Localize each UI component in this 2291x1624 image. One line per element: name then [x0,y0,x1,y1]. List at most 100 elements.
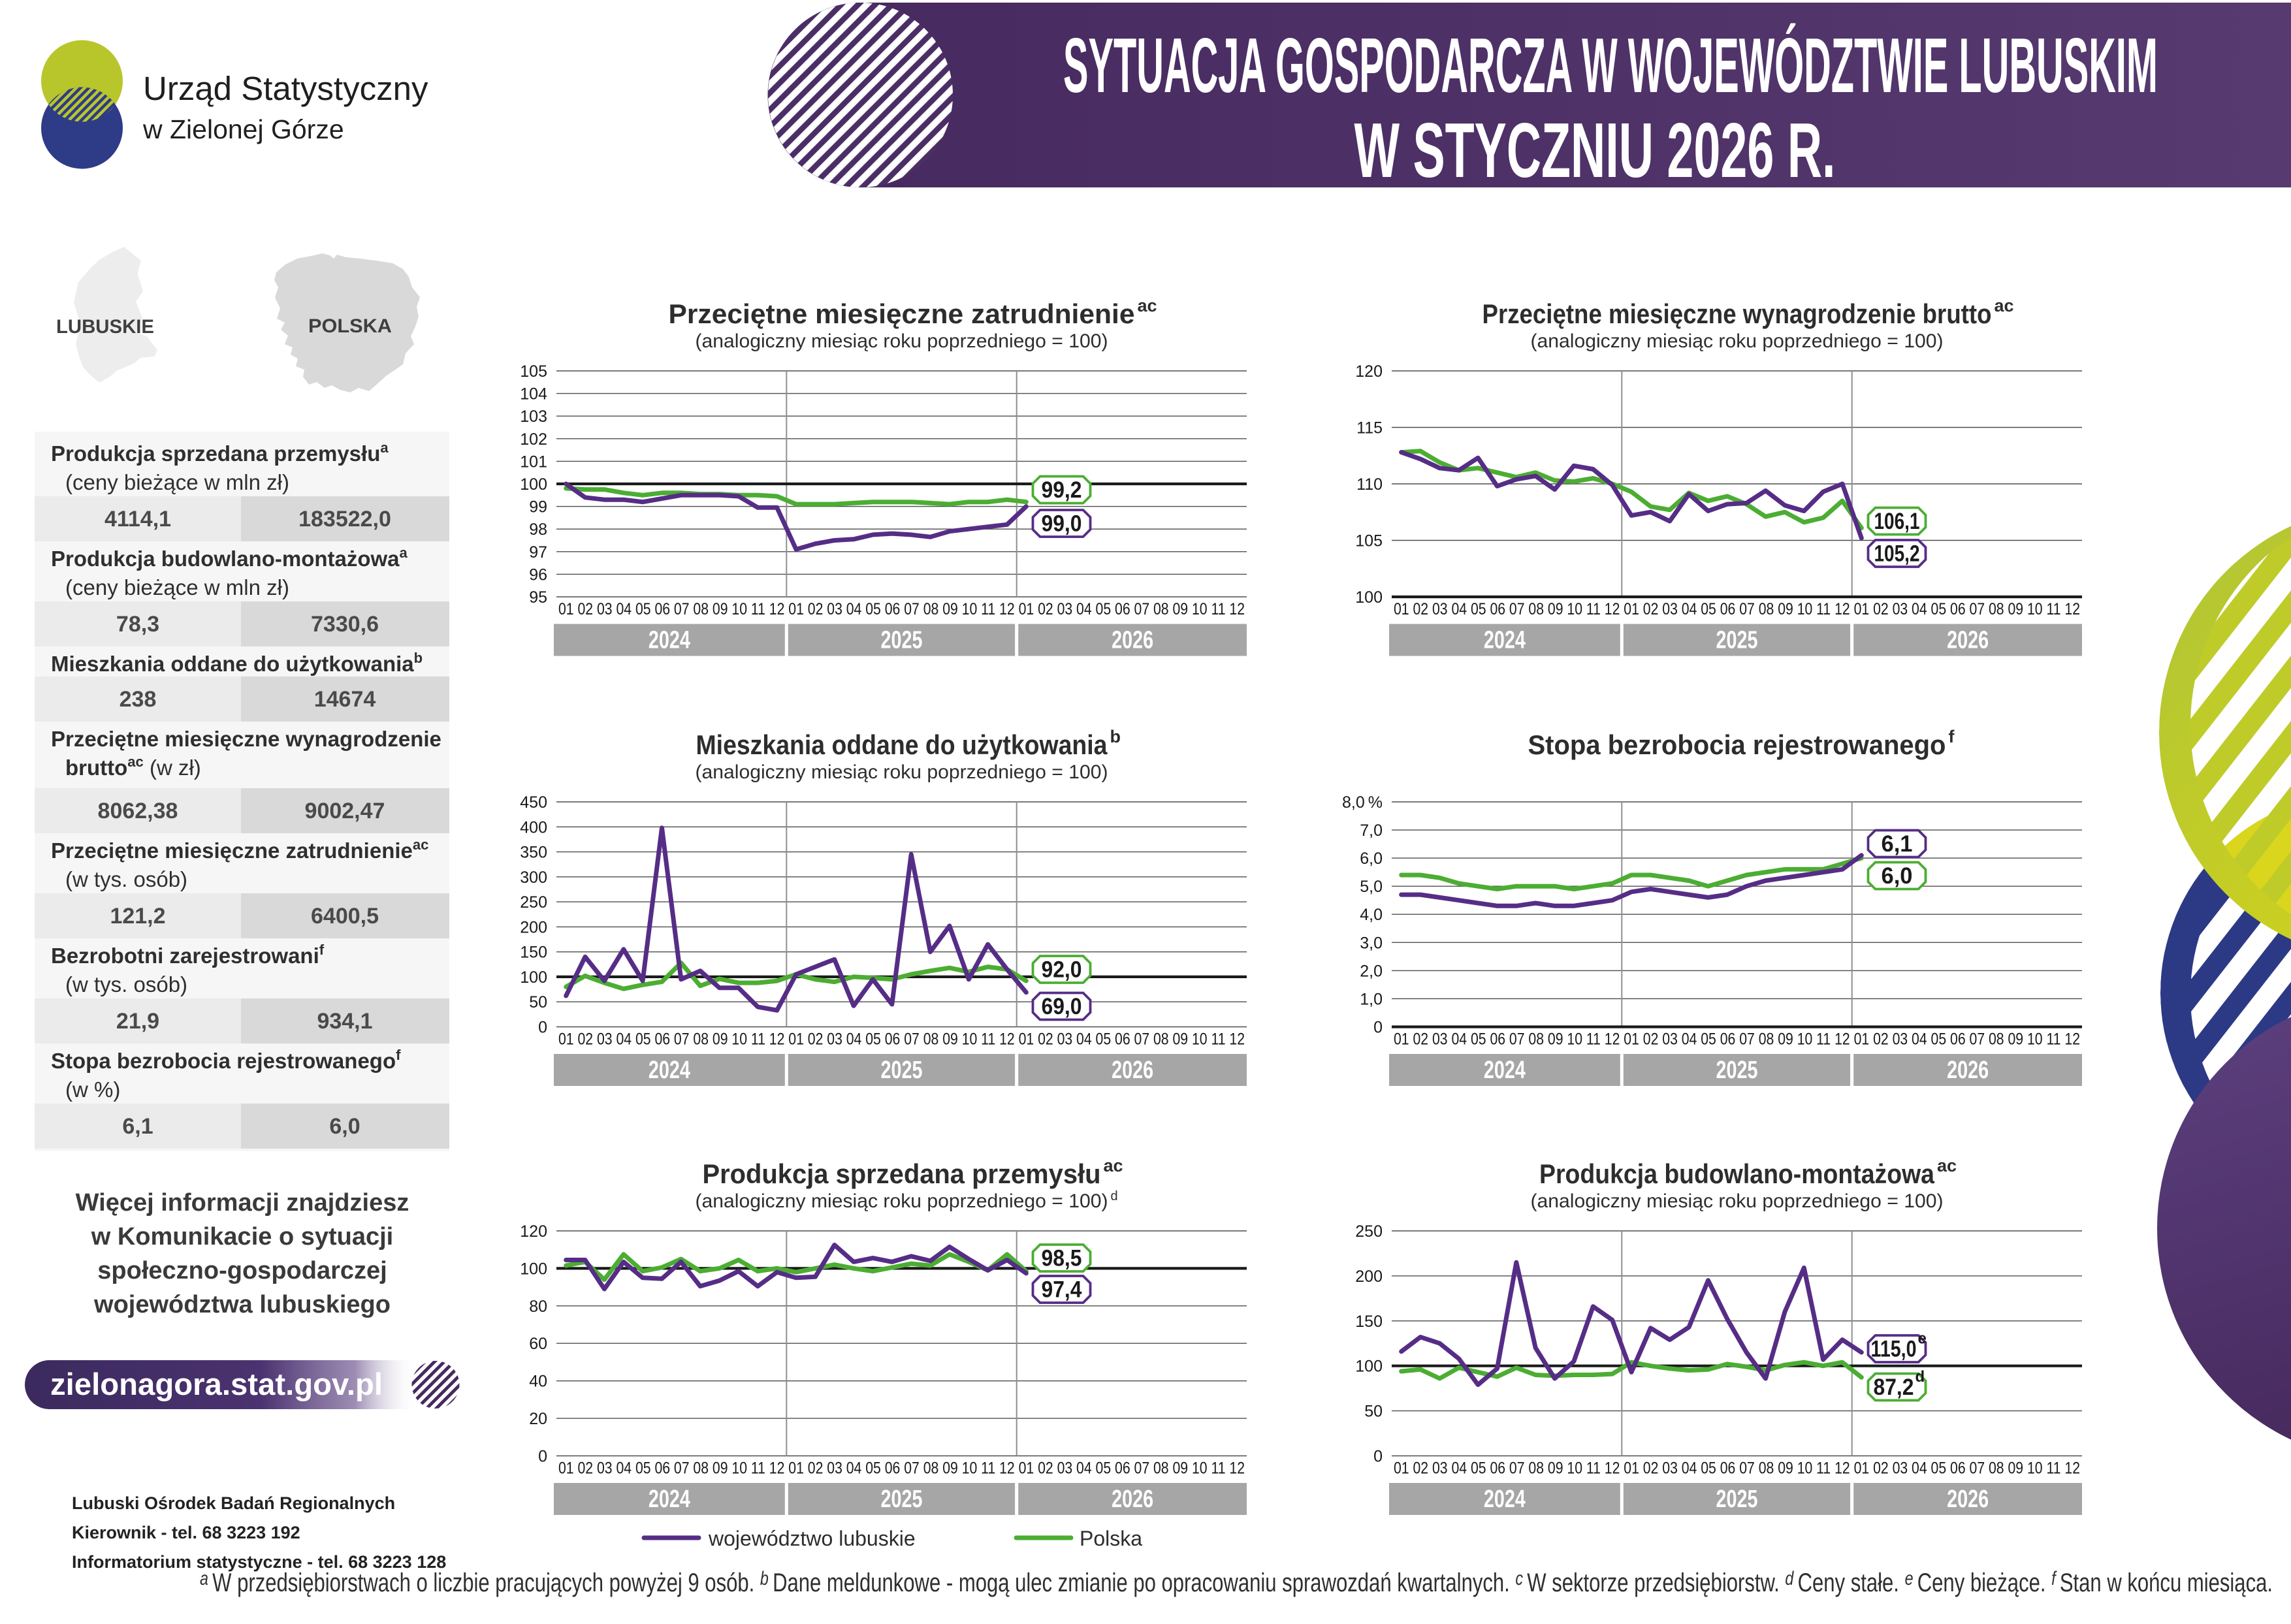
svg-text:Kierownik - tel. 68 3223 192: Kierownik - tel. 68 3223 192 [72,1523,300,1542]
svg-text:Stopa bezrobocia rejestrowaneg: Stopa bezrobocia rejestrowanego [1528,729,1946,760]
svg-text:01 02 03 04 05 06 07 08 09 10: 01 02 03 04 05 06 07 08 09 10 11 12 01 0… [558,1459,1245,1478]
svg-text:103: 103 [520,407,547,426]
svg-text:Przeciętne miesięczne zatrudni: Przeciętne miesięczne zatrudnienie [669,298,1135,329]
svg-text:5,0: 5,0 [1360,878,1383,896]
svg-text:4114,1: 4114,1 [104,507,171,532]
svg-text:Polska: Polska [1080,1527,1142,1550]
svg-text:69,0: 69,0 [1042,994,1082,1019]
svg-text:6,1: 6,1 [122,1114,153,1139]
svg-text:150: 150 [520,944,547,962]
svg-text:e: e [1918,1330,1927,1348]
svg-text:6,0: 6,0 [1360,850,1383,868]
svg-text:2025: 2025 [881,1486,923,1513]
svg-text:60: 60 [529,1335,547,1353]
svg-text:2025: 2025 [1716,1057,1758,1084]
svg-text:100: 100 [1355,588,1383,607]
svg-text:2024: 2024 [649,627,690,654]
svg-text:2026: 2026 [1112,1057,1153,1084]
svg-text:100: 100 [520,968,547,987]
svg-text:Stopa bezrobocia rejestrowaneg: Stopa bezrobocia rejestrowanegof [51,1047,401,1073]
svg-text:Przeciętne miesięczne wynagrod: Przeciętne miesięczne wynagrodzenie [51,727,441,751]
svg-text:ac: ac [1138,296,1157,315]
svg-text:01 02 03 04 05 06 07 08 09 10: 01 02 03 04 05 06 07 08 09 10 11 12 01 0… [1394,1459,2080,1478]
svg-text:Produkcja budowlano-montażowa: Produkcja budowlano-montażowa [1539,1158,1935,1189]
svg-text:50: 50 [529,993,547,1011]
svg-text:2026: 2026 [1112,1486,1153,1513]
svg-text:87,2: 87,2 [1874,1375,1914,1400]
svg-text:4,0: 4,0 [1360,906,1383,924]
svg-text:(analogiczny miesiąc roku popr: (analogiczny miesiąc roku poprzedniego =… [696,330,1108,352]
svg-text:POLSKA: POLSKA [308,315,392,337]
svg-text:7330,6: 7330,6 [311,612,379,637]
svg-text:934,1: 934,1 [317,1009,372,1034]
svg-text:Produkcja sprzedana przemysłu: Produkcja sprzedana przemysłu [703,1158,1101,1189]
svg-text:40: 40 [529,1373,547,1391]
svg-text:0: 0 [1373,1448,1383,1466]
svg-text:2026: 2026 [1947,627,1989,654]
svg-text:105: 105 [520,362,547,381]
svg-text:120: 120 [520,1222,547,1241]
svg-text:W STYCZNIU 2026 R.: W STYCZNIU 2026 R. [1354,107,1836,194]
svg-text:400: 400 [520,818,547,836]
svg-text:101: 101 [520,453,547,471]
svg-text:110: 110 [1356,475,1383,494]
svg-text:(analogiczny miesiąc roku popr: (analogiczny miesiąc roku poprzedniego =… [696,761,1108,783]
svg-text:0: 0 [1373,1019,1383,1037]
svg-text:2024: 2024 [649,1486,690,1513]
svg-text:92,0: 92,0 [1042,957,1082,983]
svg-text:01 02 03 04 05 06 07 08 09 10: 01 02 03 04 05 06 07 08 09 10 11 12 01 0… [1394,1030,2080,1049]
svg-text:ac: ac [1104,1156,1123,1175]
svg-text:ac: ac [1995,296,2014,315]
svg-text:97: 97 [529,543,547,562]
svg-text:b: b [1110,727,1121,746]
svg-text:(analogiczny miesiąc roku popr: (analogiczny miesiąc roku poprzedniego =… [696,1190,1108,1212]
svg-text:80: 80 [529,1298,547,1316]
svg-text:ac: ac [1937,1156,1957,1175]
svg-text:9002,47: 9002,47 [305,799,385,823]
svg-text:183522,0: 183522,0 [298,507,391,532]
svg-text:102: 102 [520,430,547,449]
svg-text:100: 100 [520,475,547,494]
svg-text:97,4: 97,4 [1042,1277,1082,1303]
svg-text:(analogiczny miesiąc roku popr: (analogiczny miesiąc roku poprzedniego =… [1531,330,1944,352]
svg-text:200: 200 [1355,1267,1383,1286]
svg-text:województwa lubuskiego: województwa lubuskiego [93,1291,391,1318]
svg-text:2025: 2025 [1716,1486,1758,1513]
svg-text:105,2: 105,2 [1874,541,1920,567]
svg-text:250: 250 [1355,1222,1383,1241]
svg-text:78,3: 78,3 [116,612,159,637]
svg-text:7,0: 7,0 [1360,821,1383,840]
svg-text:2026: 2026 [1947,1057,1989,1084]
svg-text:2024: 2024 [649,1057,690,1084]
svg-text:8062,38: 8062,38 [98,799,178,823]
svg-text:(w tys. osób): (w tys. osób) [65,972,187,996]
svg-text:200: 200 [520,918,547,936]
svg-text:100: 100 [1355,1358,1383,1376]
svg-text:(analogiczny miesiąc roku popr: (analogiczny miesiąc roku poprzedniego =… [1531,1190,1944,1212]
svg-text:0: 0 [538,1019,547,1037]
svg-text:300: 300 [520,868,547,887]
svg-text:Lubuski Ośrodek Badań Regional: Lubuski Ośrodek Badań Regionalnych [72,1493,395,1513]
svg-text:105: 105 [1355,532,1383,550]
svg-text:115: 115 [1356,419,1383,438]
svg-text:120: 120 [1355,362,1383,381]
svg-text:a W przedsiębiorstwach o liczb: a W przedsiębiorstwach o liczbie pracują… [200,1568,2273,1597]
svg-text:6400,5: 6400,5 [311,904,379,929]
svg-text:Urząd Statystyczny: Urząd Statystyczny [143,70,428,107]
svg-text:104: 104 [520,385,547,404]
svg-text:Mieszkania oddane do użytkowan: Mieszkania oddane do użytkowania [696,729,1108,760]
svg-text:121,2: 121,2 [110,904,165,929]
svg-text:(w tys. osób): (w tys. osób) [65,867,187,891]
svg-text:21,9: 21,9 [116,1009,159,1034]
svg-text:250: 250 [520,893,547,912]
svg-text:99: 99 [529,498,547,517]
svg-text:d: d [1111,1189,1118,1203]
svg-text:0: 0 [538,1448,547,1466]
svg-text:98,5: 98,5 [1042,1246,1082,1271]
svg-text:2026: 2026 [1947,1486,1989,1513]
svg-text:20: 20 [529,1410,547,1428]
svg-text:Więcej informacji znajdziesz: Więcej informacji znajdziesz [76,1189,409,1217]
svg-text:6,0: 6,0 [1882,863,1913,889]
svg-text:Informatorium statystyczne - t: Informatorium statystyczne - tel. 68 322… [72,1552,446,1572]
svg-text:99,0: 99,0 [1042,511,1082,537]
